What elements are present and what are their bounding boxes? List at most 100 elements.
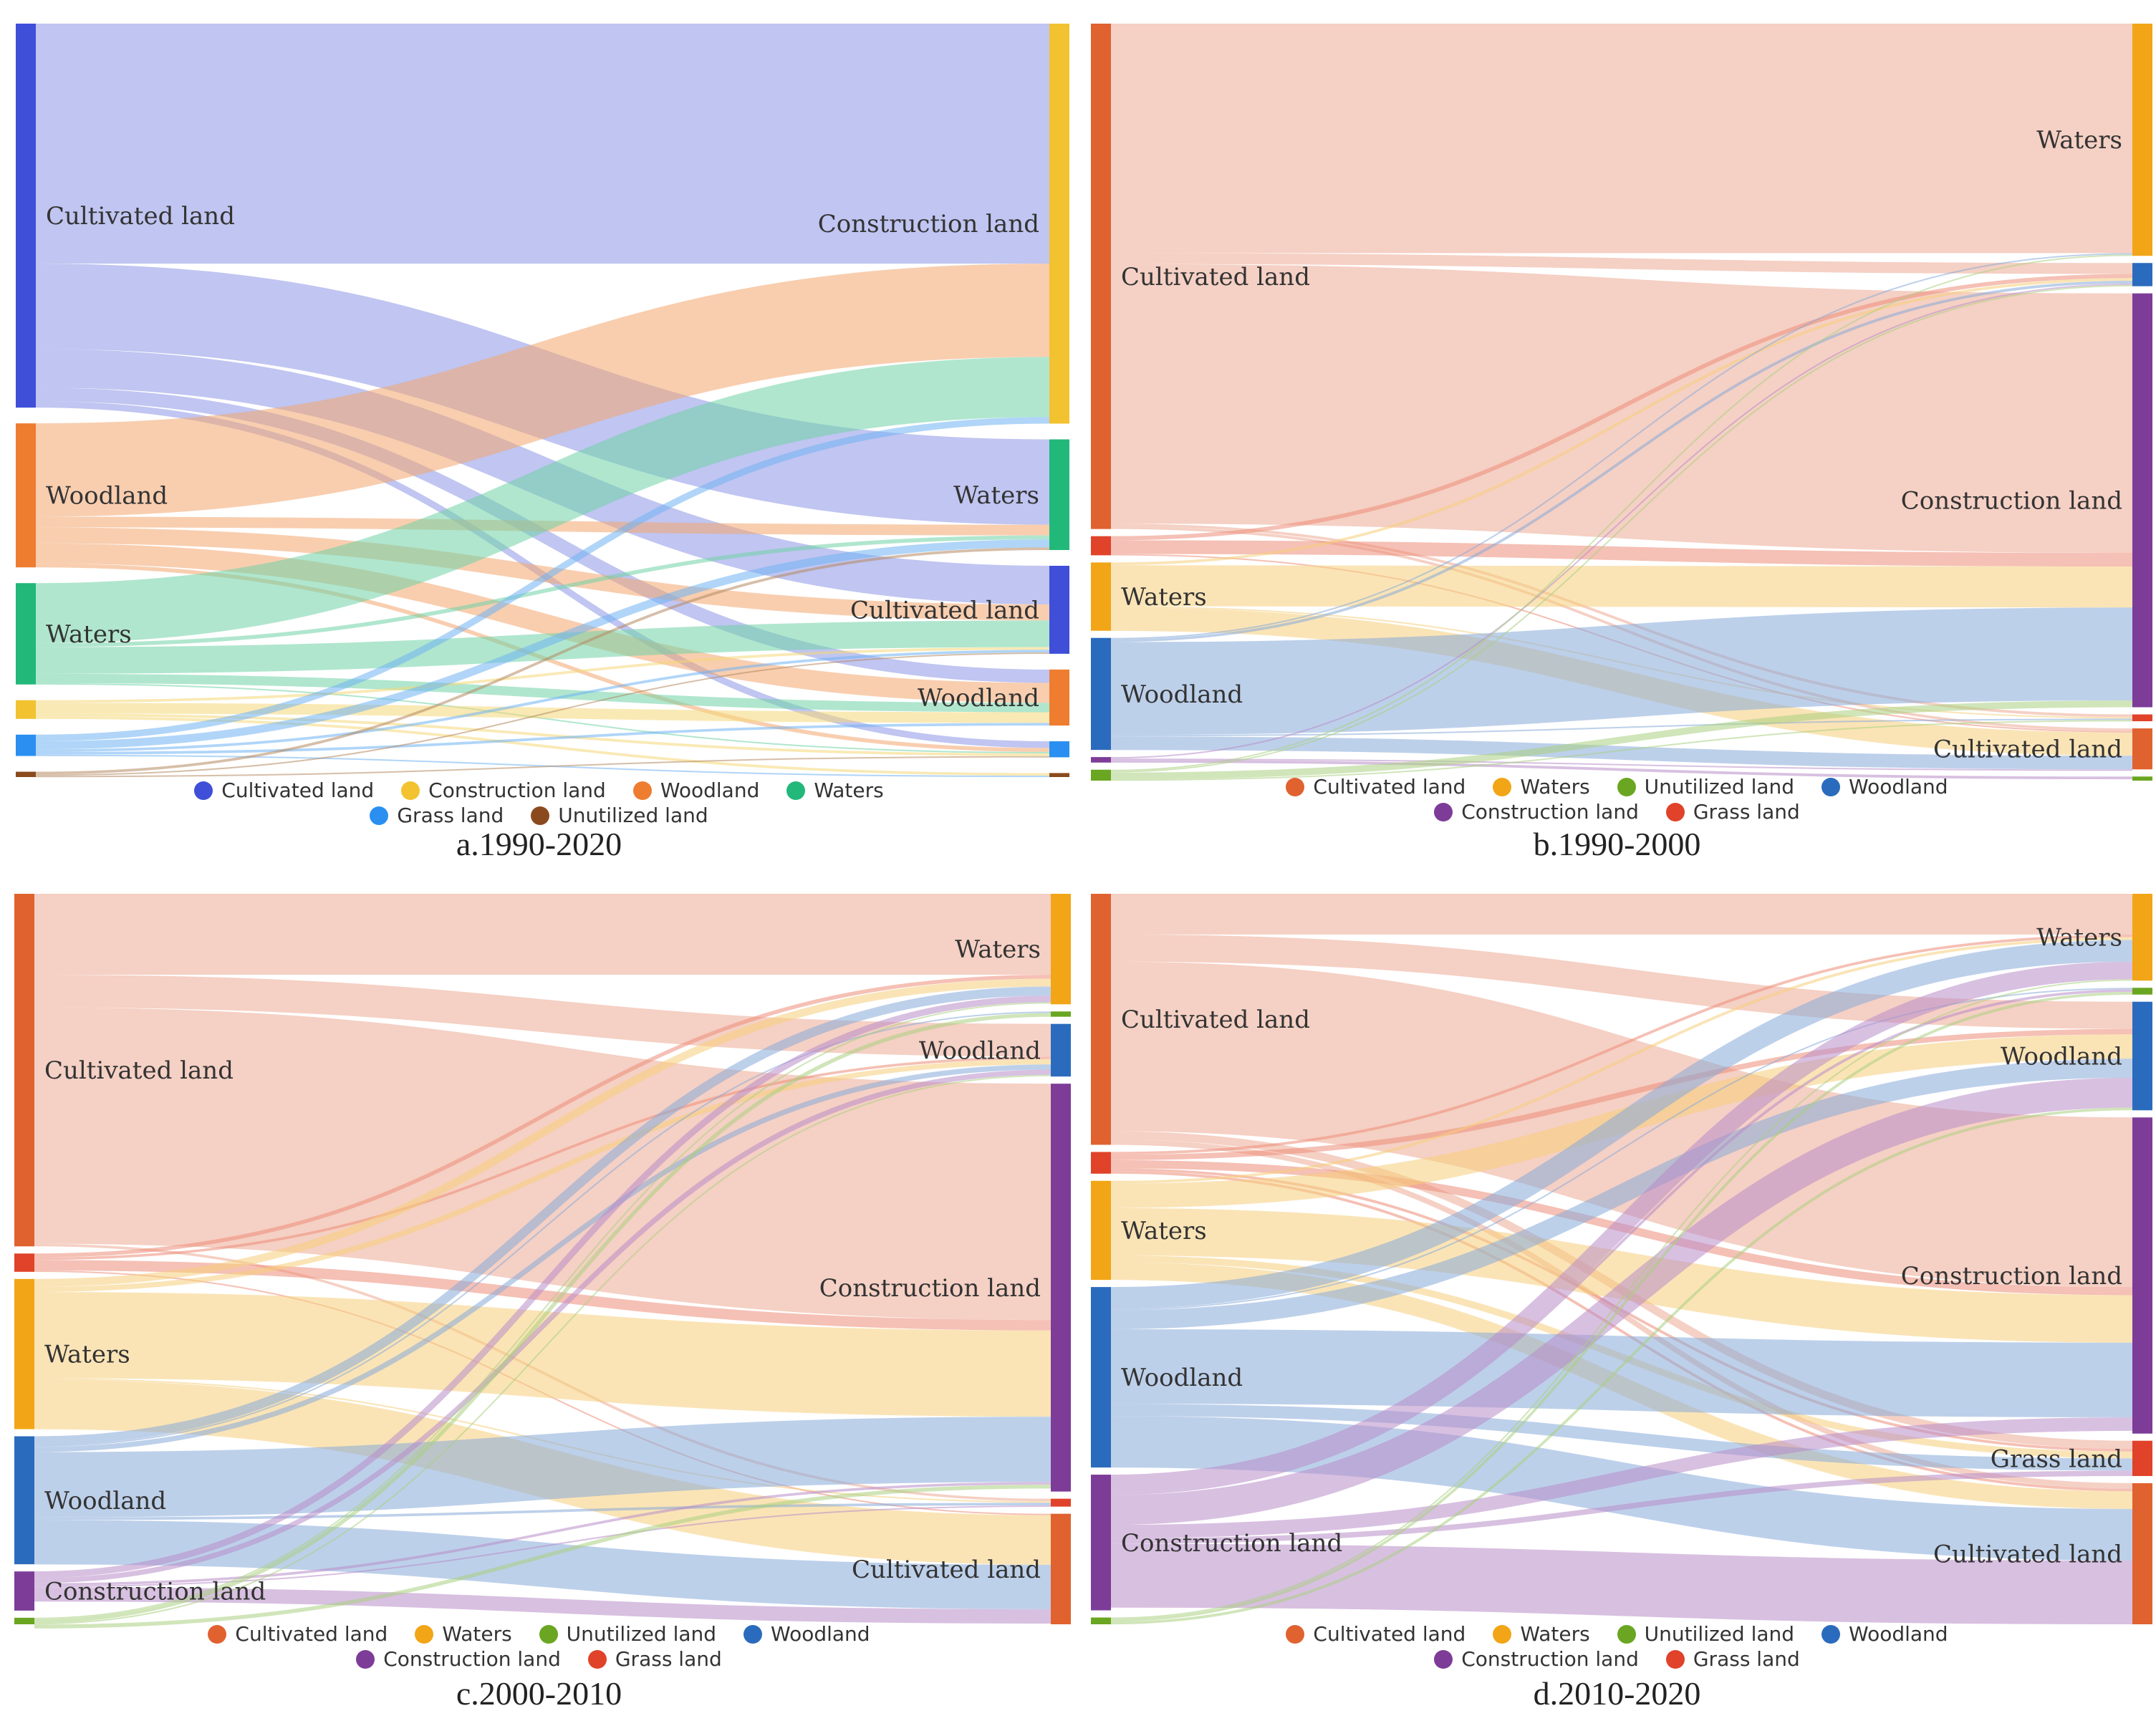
- link-cult-to-wood: [35, 387, 1050, 683]
- legend-label: Unutilized land: [1644, 775, 1795, 799]
- node-left-cult: [1091, 894, 1111, 1145]
- caption-c: c.2000-2010: [456, 1675, 622, 1712]
- link-unut-to-wood: [1110, 284, 2133, 773]
- legend-label: Unutilized land: [566, 1622, 717, 1646]
- link-grass-to-wood: [1110, 1028, 2133, 1160]
- link-cons-to-cult: [1110, 758, 2133, 771]
- link-unut-to-unut: [1110, 992, 2133, 1622]
- node-label-right-cons: Construction land: [819, 1274, 1041, 1303]
- node-label-right-cult: Cultivated land: [850, 596, 1039, 625]
- links: [1110, 894, 2133, 1625]
- node-left-grass: [14, 1253, 34, 1272]
- node-right-cult: [2132, 1482, 2152, 1624]
- link-grass-to-cons: [34, 1260, 1051, 1331]
- node-right-wat: [1051, 894, 1071, 1005]
- legend-row: Cultivated land Construction land Woodland…: [194, 778, 884, 802]
- legend-item: Unutilized land: [531, 804, 708, 827]
- link-wood-to-wood: [35, 543, 1050, 703]
- node-right-cons: [1049, 24, 1069, 424]
- legend-label: Woodland: [660, 778, 760, 802]
- node-left-cult: [14, 894, 34, 1247]
- node-left-wood: [1091, 637, 1111, 751]
- node-label-left-cons: Construction land: [44, 1578, 266, 1606]
- link-wat-to-wat: [1110, 937, 2133, 1184]
- node-right-unut: [2132, 776, 2152, 781]
- link-cult-to-wood: [1110, 934, 2133, 1029]
- legend-swatch: [194, 781, 213, 800]
- legend-label: Waters: [442, 1622, 512, 1646]
- node-label-left-cons: Construction land: [1121, 1529, 1342, 1558]
- link-cons-to-wat: [34, 995, 1051, 1578]
- legend-label: Cultivated land: [221, 778, 375, 802]
- legend-item: Grass land: [1665, 1647, 1800, 1671]
- node-right-cons: [1051, 1084, 1071, 1492]
- node-right-wat: [2132, 894, 2152, 981]
- link-cons-to-cons: [1110, 1417, 2133, 1539]
- sankey-panel-b: Cultivated land Waters Woodland Waters Const…: [1078, 0, 2156, 865]
- link-wat-to-wood: [34, 1059, 1051, 1293]
- legend-b: Cultivated land Waters Unutilized land Wood…: [1078, 775, 2156, 824]
- link-unut-to-cons: [1110, 700, 2133, 780]
- legend-item: Construction land: [1434, 800, 1639, 824]
- node-right-grass: [1051, 1498, 1071, 1507]
- link-wood-to-cult: [35, 527, 1050, 621]
- node-label-left-wood: Woodland: [46, 482, 168, 511]
- link-grass-to-wood: [35, 723, 1050, 755]
- node-left-cons: [1091, 757, 1111, 763]
- node-right-grass: [1049, 741, 1069, 758]
- legend-item: Waters: [1493, 1622, 1590, 1646]
- node-left-unut: [16, 771, 36, 777]
- node-left-wood: [1091, 1287, 1111, 1468]
- links: [34, 894, 1051, 1629]
- legend-label: Construction land: [428, 778, 606, 802]
- link-wat-to-wood: [35, 673, 1050, 713]
- link-unut-to-wat: [1110, 254, 2133, 771]
- legend-swatch: [531, 806, 550, 825]
- node-label-left-cult: Cultivated land: [1121, 1006, 1310, 1034]
- link-wood-to-unut: [34, 1011, 1051, 1447]
- link-cons-to-cons: [34, 1482, 1051, 1586]
- link-unut-to-grass: [35, 756, 1050, 778]
- link-wood-to-grass: [1110, 718, 2133, 737]
- legend-item: Waters: [415, 1622, 512, 1646]
- node-right-unut: [2132, 988, 2152, 995]
- legend-item: Unutilized land: [539, 1622, 716, 1646]
- link-wood-to-wood: [1110, 1059, 2133, 1329]
- legend-row: Construction land Grass land: [1434, 800, 1800, 824]
- link-cons-to-cult: [35, 647, 1050, 703]
- legend-row: Cultivated land Waters Unutilized land Wood…: [208, 1622, 870, 1646]
- legend-label: Unutilized land: [558, 804, 708, 827]
- legend-item: Grass land: [1665, 800, 1800, 824]
- legend-item: Construction land: [401, 778, 606, 802]
- link-cons-to-wood: [1110, 283, 2133, 759]
- legend-row: Cultivated land Waters Unutilized land Wood…: [1286, 775, 1948, 799]
- legend-swatch: [356, 1649, 375, 1669]
- link-grass-to-unut: [35, 754, 1050, 778]
- legend-swatch: [786, 781, 806, 800]
- node-label-right-wood: Woodland: [918, 684, 1039, 713]
- sankey-a: Cultivated land Woodland Waters Constructio…: [16, 23, 1069, 778]
- link-wood-to-grass: [1110, 1404, 2133, 1471]
- caption-d: d.2010-2020: [1533, 1675, 1701, 1712]
- link-wat-to-cons: [35, 357, 1050, 643]
- legend-swatch: [1617, 777, 1636, 796]
- legend-row: Construction land Grass land: [1434, 1647, 1800, 1671]
- link-grass-to-wood: [34, 1056, 1051, 1260]
- node-label-right-wat: Waters: [953, 481, 1039, 510]
- node-label-left-wood: Woodland: [1121, 680, 1243, 709]
- legend-item: Cultivated land: [1286, 1622, 1466, 1646]
- node-label-right-cult: Cultivated land: [1933, 736, 2122, 764]
- node-left-cult: [1091, 24, 1111, 529]
- link-unut-to-unut: [34, 1013, 1051, 1624]
- link-wood-to-cons: [1110, 607, 2133, 736]
- legend-swatch: [1434, 802, 1453, 821]
- node-left-cult: [16, 24, 36, 408]
- legend-item: Waters: [786, 778, 884, 802]
- node-left-grass: [16, 734, 36, 756]
- legend-label: Construction land: [1461, 800, 1639, 824]
- legend-row: Grass land Unutilized land: [370, 804, 708, 827]
- legend-swatch: [370, 806, 389, 825]
- link-unut-to-wood: [1110, 1107, 2133, 1625]
- link-cons-to-wood: [35, 703, 1050, 723]
- node-right-grass: [2132, 1440, 2152, 1476]
